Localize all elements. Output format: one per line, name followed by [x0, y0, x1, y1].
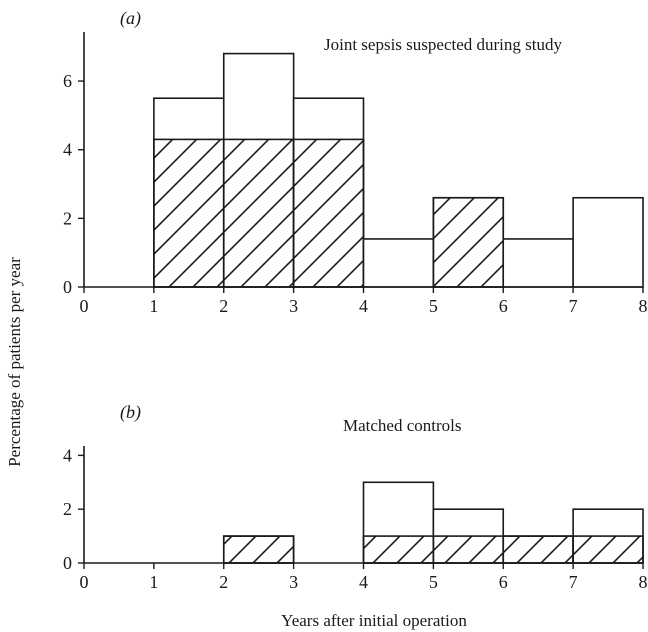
panel-b-x-tick-label: 2 [219, 572, 228, 592]
panel-a-x-tick-label: 7 [569, 296, 578, 316]
x-axis-title: Years after initial operation [281, 611, 467, 630]
panel-b-bar-2 [432, 508, 505, 564]
panel-a-y-tick-label: 0 [63, 277, 72, 297]
panel-a-y-tick-label: 6 [63, 71, 72, 91]
panel-a: (a) Joint sepsis suspected during study … [63, 8, 648, 316]
panel-b-y-tick-label: 4 [63, 445, 72, 465]
panel-a-bar-2 [292, 97, 365, 288]
panel-b-x-tick-label: 6 [499, 572, 508, 592]
panel-a-label: (a) [120, 8, 141, 29]
panel-b-title: Matched controls [343, 416, 462, 435]
panel-a-x-tick-label: 3 [289, 296, 298, 316]
panel-a-bar-6-total [572, 196, 644, 288]
panel-b-x-tick-label: 4 [359, 572, 368, 592]
panel-b-y-tick-label: 2 [63, 499, 72, 519]
panel-a-x-tick-label: 2 [219, 296, 228, 316]
panel-a-bar-4-hatched [432, 196, 505, 288]
y-axis-title: Percentage of patients per year [5, 257, 24, 467]
panel-b-bar-0-hatched [222, 535, 295, 564]
panel-b-bar-2-hatched [432, 535, 505, 564]
panel-a-bar-5-total [502, 238, 574, 288]
panel-b-x-tick-label: 1 [149, 572, 158, 592]
panel-a-x-tick-label: 8 [639, 296, 648, 316]
panel-a-bar-3 [362, 238, 435, 288]
panel-b-bar-3-hatched [502, 535, 574, 564]
panel-a-y-tick-label: 2 [63, 208, 72, 228]
panel-b-x-tick-label: 5 [429, 572, 438, 592]
panel-a-bar-1 [222, 52, 295, 288]
panel-a-bar-1-hatched [222, 138, 295, 288]
panel-b-bar-1-hatched [362, 535, 435, 564]
panel-a-x-tick-label: 0 [80, 296, 89, 316]
panel-a-bar-4 [432, 196, 505, 288]
panel-a-y-tick-label: 4 [63, 140, 72, 160]
panel-a-bar-5 [502, 238, 574, 288]
panel-a-x-tick-label: 4 [359, 296, 368, 316]
panel-a-bar-3-total [362, 238, 435, 288]
panel-a-bar-2-hatched [292, 138, 365, 288]
panel-a-bar-0-hatched [153, 138, 225, 288]
panel-a-x-tick-label: 5 [429, 296, 438, 316]
panel-b-bar-3 [502, 535, 574, 564]
panel-b-bar-4-hatched [572, 535, 644, 564]
panel-b-x-tick-label: 3 [289, 572, 298, 592]
panel-b-y-tick-label: 0 [63, 553, 72, 573]
panel-b-label: (b) [120, 402, 141, 423]
panel-a-bar-0 [153, 97, 225, 288]
panel-b-bar-0 [222, 535, 295, 564]
panel-a-x-tick-label: 6 [499, 296, 508, 316]
panel-a-bar-6 [572, 196, 644, 288]
panel-a-x-tick-label: 1 [149, 296, 158, 316]
panel-b-x-tick-label: 0 [80, 572, 89, 592]
panel-a-title: Joint sepsis suspected during study [324, 35, 562, 54]
panel-b-bar-1 [362, 481, 435, 564]
panel-b-x-tick-label: 8 [639, 572, 648, 592]
panel-b-bar-4 [572, 508, 644, 564]
panel-b: (b) Matched controls 0 2 4 0 1 2 3 4 5 6 7 8 [63, 402, 648, 592]
panel-b-x-tick-label: 7 [569, 572, 578, 592]
